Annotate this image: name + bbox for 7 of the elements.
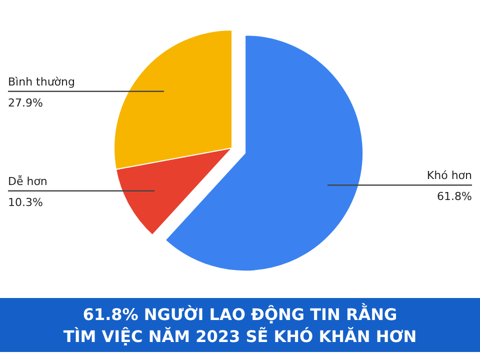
data-label: 10.3% xyxy=(8,196,43,209)
data-label: 61.8% xyxy=(437,190,472,204)
slice-label: Dễ hơn xyxy=(8,174,48,188)
data-label: 27.9% xyxy=(8,96,43,110)
slice-label: Khó hơn xyxy=(426,169,472,182)
slice-label: Bình thường xyxy=(8,75,75,88)
text: 61.8% NGƯỜI LAO ĐỘNG TIN RẰNG TÌM VIỆC NĂM 2023 SẼ KHÓ KHĂN HƠN xyxy=(63,303,417,346)
